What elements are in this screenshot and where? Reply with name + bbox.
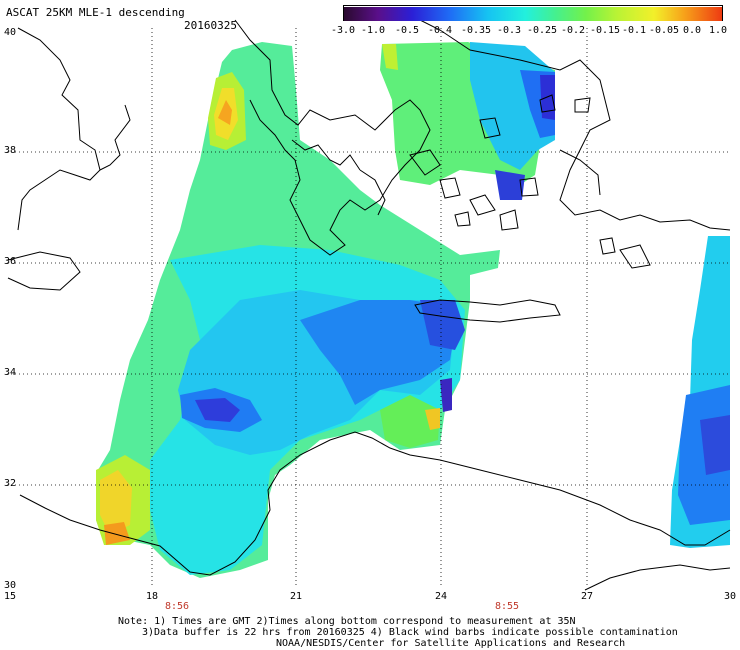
lon-label: 24 [434,591,448,602]
colorbar-tick: 0.0 [682,25,702,36]
colorbar [343,5,723,21]
lat-label: 32 [4,478,17,489]
colorbar-tick: -0.1 [621,25,647,36]
lon-label: 30 [723,591,737,602]
footer-note-1: Note: 1) Times are GMT 2)Times along bot… [118,616,576,627]
coastlines [7,19,731,591]
colorbar-tick: -0.3 [496,25,522,36]
lat-label: 36 [4,256,17,267]
colorbar-tick: -0.35 [460,25,492,36]
footer-note-3: NOAA/NESDIS/Center for Satellite Applica… [276,638,626,649]
map-title: ASCAT 25KM MLE-1 descending [6,6,185,19]
lon-label: 21 [289,591,303,602]
colorbar-tick: -0.5 [394,25,420,36]
lat-label: 30 [4,580,17,591]
time-label: 8:55 [494,601,520,612]
colorbar-tick: -0.2 [560,25,586,36]
colorbar-tick: -0.05 [648,25,680,36]
lon-label: 27 [580,591,594,602]
lon-label: 18 [145,591,159,602]
colorbar-tick: -0.4 [427,25,453,36]
colorbar-tick: -1.0 [360,25,386,36]
lat-label: 34 [4,367,17,378]
swath-data [96,42,730,578]
colorbar-tick: -3.0 [330,25,356,36]
map-date: 20160325 [184,19,237,32]
colorbar-tick: -0.25 [526,25,558,36]
footer-note-2: 3)Data buffer is 22 hrs from 20160325 4)… [142,627,678,638]
colorbar-tick: 1.0 [708,25,728,36]
lat-label: 38 [4,145,17,156]
lon-label: 15 [3,591,17,602]
time-label: 8:56 [164,601,190,612]
graticule [7,28,730,587]
colorbar-gradient [344,7,722,21]
lat-label: 40 [4,27,17,38]
colorbar-tick: -0.15 [589,25,621,36]
